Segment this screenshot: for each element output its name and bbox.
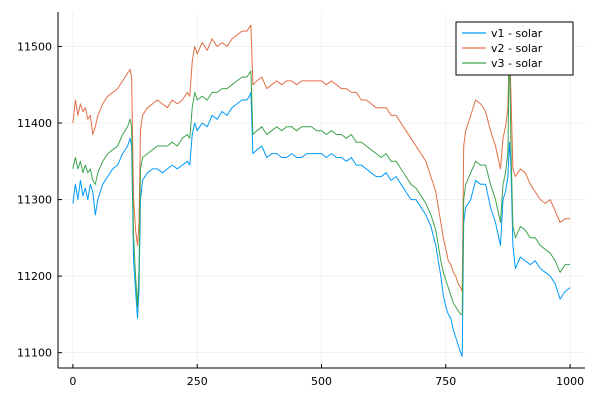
legend-label: v2 - solar xyxy=(491,42,543,55)
x-axis-ticks: 0 250 500 750 1000 xyxy=(69,364,584,388)
y-tick-label: 11500 xyxy=(17,40,52,53)
x-tick-label: 750 xyxy=(435,375,456,388)
y-tick-label: 11100 xyxy=(17,347,52,360)
series-line-v1 xyxy=(72,91,571,357)
x-tick-label: 1000 xyxy=(556,375,584,388)
legend-label: v3 - solar xyxy=(491,57,543,70)
series-line-v2 xyxy=(72,24,571,292)
legend-label: v1 - solar xyxy=(491,27,543,40)
legend: v1 - solar v2 - solar v3 - solar xyxy=(455,21,574,76)
x-tick-label: 250 xyxy=(187,375,208,388)
x-tick-label: 500 xyxy=(311,375,332,388)
y-tick-label: 11200 xyxy=(17,270,52,283)
y-tick-label: 11300 xyxy=(17,194,52,207)
series-lines xyxy=(72,24,571,357)
x-tick-label: 0 xyxy=(69,375,76,388)
y-tick-label: 11400 xyxy=(17,117,52,130)
series-line-v3 xyxy=(72,38,571,315)
y-axis-ticks: 11100 11200 11300 11400 11500 xyxy=(17,40,62,360)
